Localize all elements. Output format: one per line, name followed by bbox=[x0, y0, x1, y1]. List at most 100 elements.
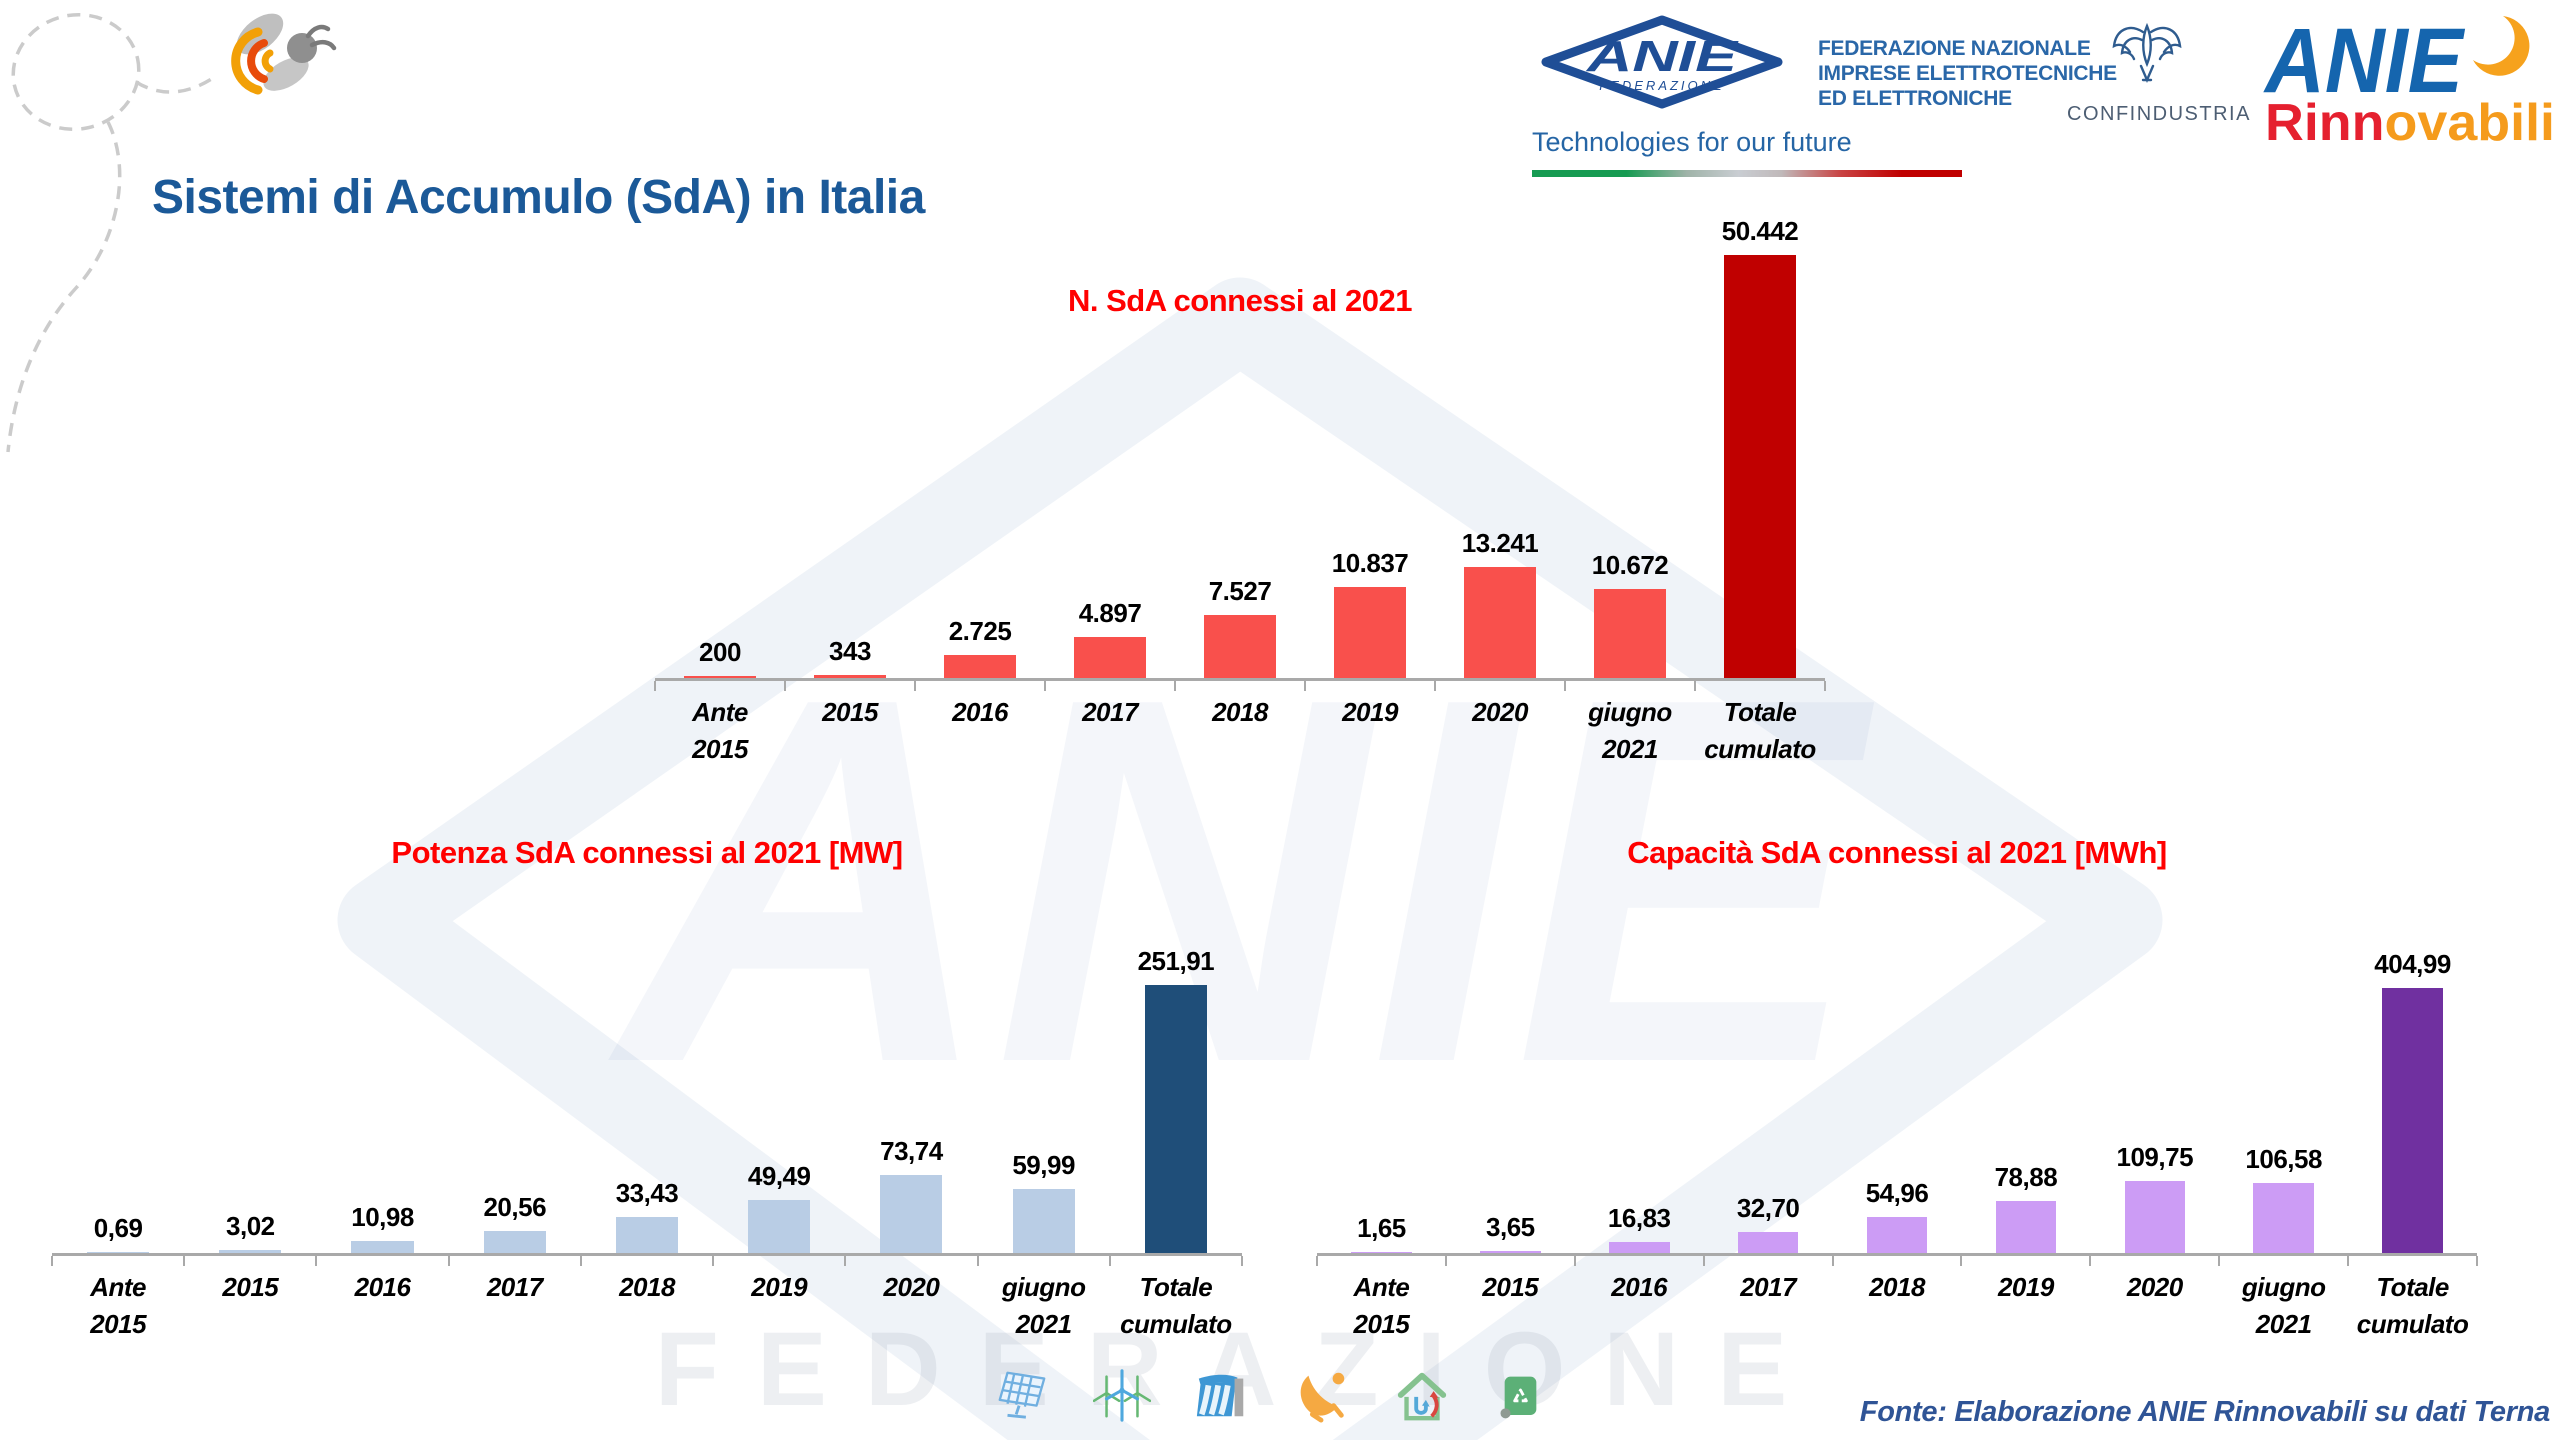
bar-value-label: 73,74 bbox=[880, 1135, 943, 1166]
bar-value-label: 2.725 bbox=[948, 616, 1012, 647]
bar-slot: 73,74 bbox=[845, 877, 977, 1253]
bar-value-label: 251,91 bbox=[1137, 946, 1215, 976]
bar-slot: 3,02 bbox=[184, 877, 316, 1253]
source-note: Fonte: Elaborazione ANIE Rinnovabili su … bbox=[1859, 1396, 2551, 1428]
axis-tick bbox=[2476, 1256, 2478, 1266]
x-tick-label: 2018 bbox=[619, 1272, 675, 1302]
bar bbox=[615, 1217, 679, 1253]
bar-value-label: 10,98 bbox=[351, 1202, 414, 1233]
italian-flag-strip bbox=[1532, 170, 1962, 177]
anie-logo-subtext: FEDERAZIONE bbox=[1599, 78, 1724, 93]
bar bbox=[880, 1174, 943, 1253]
axis-tick bbox=[712, 1256, 715, 1266]
capacity-plot-area: 1,65 3,65 16,83 32,70 54,96 78,88 109,75 106,58… bbox=[1317, 877, 2477, 1253]
bar-value-label: 3,65 bbox=[1486, 1211, 1535, 1242]
bar-value-label: 1,65 bbox=[1357, 1212, 1406, 1243]
bar bbox=[1480, 1250, 1541, 1253]
x-tick-label: 2018 bbox=[1869, 1272, 1925, 1302]
total-bar bbox=[2382, 988, 2443, 1253]
bar-value-label: 78,88 bbox=[1994, 1162, 2058, 1193]
axis-tick bbox=[783, 681, 786, 691]
x-tick-label: 2019 bbox=[1342, 697, 1398, 727]
bar-slot: 59,99 bbox=[978, 877, 1110, 1253]
axis-tick bbox=[1043, 681, 1046, 691]
total-bar bbox=[1723, 255, 1797, 678]
bar-slot: 54,96 bbox=[1833, 877, 1962, 1253]
axis-tick bbox=[1444, 1256, 1447, 1266]
bar bbox=[2124, 1181, 2186, 1253]
bar-slot: 33,43 bbox=[581, 877, 713, 1253]
bar-slot: 13.241 bbox=[1435, 225, 1565, 678]
description-line: ED ELETTRONICHE bbox=[1818, 87, 2012, 110]
total-bar bbox=[1144, 985, 1207, 1253]
anie-federazione-logo: ANIE FEDERAZIONE FEDERAZIONE NAZIONALE I… bbox=[1532, 14, 2252, 177]
bar bbox=[87, 1252, 150, 1253]
axis-tick bbox=[844, 1256, 847, 1266]
bar-value-label: 20,56 bbox=[483, 1192, 547, 1223]
bar-value-label: 7.527 bbox=[1208, 575, 1272, 606]
x-tick-label: Ante 2015 bbox=[90, 1272, 147, 1339]
bar bbox=[1333, 587, 1407, 678]
bar-value-label: 200 bbox=[699, 637, 741, 668]
x-tick-label: 2017 bbox=[1740, 1272, 1797, 1302]
x-tick-label: Totale cumulato bbox=[1704, 697, 1816, 764]
solar-dish-icon bbox=[1300, 1372, 1345, 1423]
x-tick-label: giugno 2021 bbox=[2241, 1272, 2326, 1339]
bar-value-label: 3,02 bbox=[226, 1210, 275, 1241]
axis-tick bbox=[913, 681, 916, 691]
x-tick-label: 2015 bbox=[822, 697, 878, 727]
power-x-axis bbox=[51, 1253, 1243, 1268]
axis-tick bbox=[1316, 1256, 1318, 1266]
bar-value-label: 49,49 bbox=[747, 1161, 811, 1192]
hydro-dam-icon bbox=[1196, 1374, 1244, 1417]
description-line: IMPRESE ELETTROTECNICHE bbox=[1818, 62, 2117, 85]
axis-tick bbox=[654, 681, 656, 691]
bar-slot: 109,75 bbox=[2090, 877, 2219, 1253]
bar bbox=[483, 1231, 546, 1253]
bar-slot: 404,99 bbox=[2348, 877, 2477, 1253]
x-tick-label: Totale cumulato bbox=[2356, 1272, 2469, 1339]
bar bbox=[219, 1249, 282, 1253]
description-line: FEDERAZIONE NAZIONALE bbox=[1818, 37, 2091, 60]
bar-slot: 3,65 bbox=[1446, 877, 1575, 1253]
capacity-x-axis bbox=[1316, 1253, 2478, 1268]
bar bbox=[1737, 1231, 1799, 1253]
x-tick-label: 2019 bbox=[751, 1272, 808, 1302]
bee-trail-icon bbox=[6, 12, 217, 453]
count-chart: N. SdA connessi al 2021 200 343 2.725 4.897… bbox=[654, 216, 1826, 793]
x-tick-label: 2020 bbox=[1472, 697, 1528, 727]
bar bbox=[1351, 1251, 1412, 1253]
axis-tick bbox=[1831, 1256, 1834, 1266]
bar-slot: 16,83 bbox=[1575, 877, 1704, 1253]
bar-slot: 1,65 bbox=[1317, 877, 1446, 1253]
bar-value-label: 343 bbox=[829, 636, 871, 667]
anie-federazione-diamond-icon: ANIE FEDERAZIONE bbox=[1541, 15, 1783, 109]
bar-slot: 251,91 bbox=[1110, 877, 1242, 1253]
x-tick-label: 2020 bbox=[2126, 1272, 2183, 1302]
bar bbox=[1593, 588, 1667, 678]
x-tick-label: 2015 bbox=[1482, 1272, 1539, 1302]
power-chart: Potenza SdA connessi al 2021 [MW] 0,69 3,… bbox=[51, 833, 1243, 1368]
bar bbox=[2253, 1183, 2314, 1253]
confindustria-logo: CONFINDUSTRIA bbox=[2067, 18, 2249, 126]
x-tick-label: 2016 bbox=[354, 1272, 411, 1302]
bar-slot: 0,69 bbox=[52, 877, 184, 1253]
axis-tick bbox=[1304, 681, 1306, 691]
bar-slot: 78,88 bbox=[1961, 877, 2090, 1253]
bar-value-label: 13.241 bbox=[1461, 527, 1539, 558]
anie-rinnovabili-logo: ANIE Rinnovabili bbox=[2263, 12, 2555, 148]
axis-tick bbox=[1241, 1256, 1243, 1266]
count-chart-title: N. SdA connessi al 2021 bbox=[1067, 283, 1413, 318]
bar bbox=[351, 1241, 414, 1253]
capacity-x-axis-labels: Ante 2015 2015 2016 2017 2018 2019 2020 giugno 20… bbox=[1317, 1269, 2477, 1343]
bar-slot: 200 bbox=[655, 225, 785, 678]
page-title: Sistemi di Accumulo (SdA) in Italia bbox=[152, 171, 925, 224]
bar-slot: 343 bbox=[785, 225, 915, 678]
x-tick-label: Ante 2015 bbox=[1353, 1272, 1410, 1339]
axis-tick bbox=[976, 1256, 979, 1266]
bar bbox=[1995, 1201, 2057, 1253]
axis-tick bbox=[1693, 681, 1696, 691]
axis-tick bbox=[1702, 1256, 1705, 1266]
bar-slot: 49,49 bbox=[713, 877, 845, 1253]
rinnovabili-anie-text: ANIE bbox=[2263, 12, 2465, 112]
